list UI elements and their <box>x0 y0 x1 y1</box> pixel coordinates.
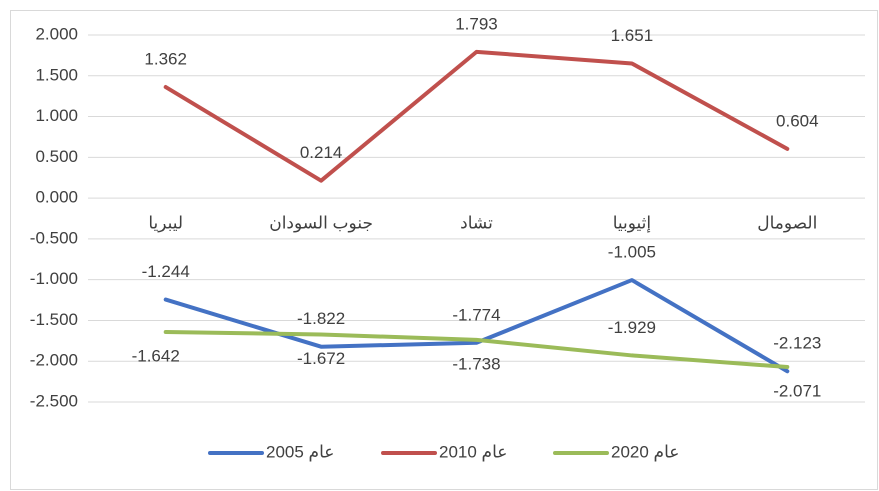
x-tick-label: ليبريا <box>148 214 183 233</box>
data-label: -1.642 <box>132 347 180 366</box>
data-label: -1.822 <box>297 309 345 328</box>
x-tick-label: تشاد <box>460 214 493 233</box>
y-tick-label: -1.000 <box>30 269 78 288</box>
data-label: -1.244 <box>142 262 190 281</box>
y-tick-label: 0.500 <box>35 147 78 166</box>
data-label: -1.672 <box>297 349 345 368</box>
x-tick-label: إثيوبيا <box>613 214 651 233</box>
y-tick-label: -2.500 <box>30 391 78 410</box>
data-label: 0.604 <box>776 111 819 130</box>
legend-label: عام 2010 <box>439 442 507 461</box>
data-label: -1.738 <box>452 354 500 373</box>
y-tick-label: 2.000 <box>35 24 78 43</box>
x-tick-label: الصومال <box>757 214 817 233</box>
data-label: 1.793 <box>455 14 498 33</box>
data-label: -2.123 <box>773 334 821 353</box>
y-tick-label: -0.500 <box>30 228 78 247</box>
legend-label: عام 2005 <box>266 442 334 461</box>
data-label: 0.214 <box>300 143 343 162</box>
chart-border <box>10 10 878 490</box>
data-label: -2.071 <box>773 381 821 400</box>
data-label: -1.005 <box>608 243 656 262</box>
series-line <box>163 330 790 370</box>
y-tick-label: 1.500 <box>35 65 78 84</box>
data-label: -1.774 <box>452 305 500 324</box>
data-label: 1.362 <box>144 50 187 69</box>
y-tick-label: 0.000 <box>35 188 78 207</box>
x-tick-label: جنوب السودان <box>269 214 373 233</box>
series-line <box>163 278 790 374</box>
data-label: 1.651 <box>611 26 654 45</box>
data-label: -1.929 <box>608 318 656 337</box>
y-tick-label: 1.000 <box>35 106 78 125</box>
y-tick-label: -2.000 <box>30 351 78 370</box>
legend-label: عام 2020 <box>611 442 679 461</box>
y-tick-label: -1.500 <box>30 310 78 329</box>
series-line <box>163 49 790 183</box>
